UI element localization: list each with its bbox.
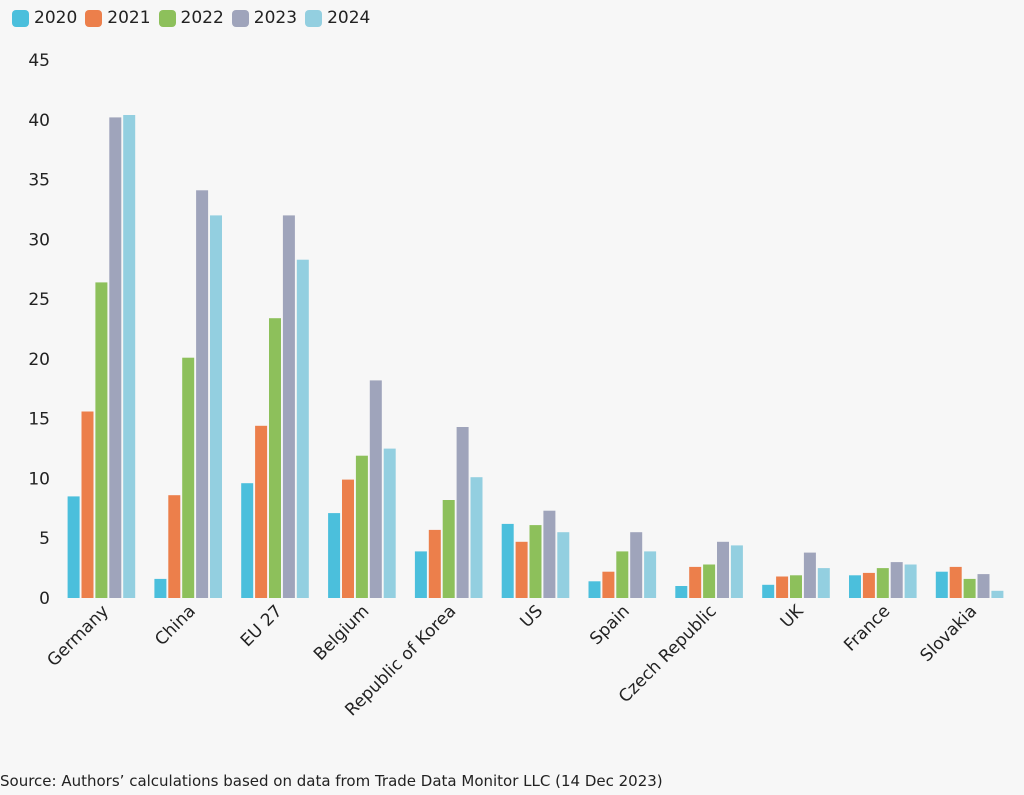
bar[interactable]: [588, 581, 601, 598]
y-tick-label: 45: [28, 51, 50, 71]
bar[interactable]: [717, 541, 729, 598]
bar[interactable]: [890, 562, 903, 598]
bar[interactable]: [730, 545, 743, 598]
legend-swatch: [305, 9, 323, 27]
bar[interactable]: [849, 575, 861, 598]
bar[interactable]: [977, 574, 990, 598]
bar[interactable]: [803, 552, 816, 598]
x-category-label: Spain: [586, 601, 634, 649]
legend-label: 2024: [327, 8, 371, 28]
legend-item[interactable]: 2022: [158, 8, 224, 28]
y-tick-label: 15: [28, 410, 50, 430]
x-category-label: France: [840, 601, 894, 655]
legend-label: 2021: [107, 8, 151, 28]
bar[interactable]: [123, 115, 136, 598]
legend-item[interactable]: 2023: [231, 8, 298, 28]
bar[interactable]: [355, 455, 368, 598]
y-tick-label: 25: [28, 290, 50, 310]
bar[interactable]: [369, 380, 382, 598]
legend-label: 2022: [180, 8, 224, 28]
bar[interactable]: [515, 541, 528, 598]
bar[interactable]: [543, 510, 556, 598]
bar[interactable]: [269, 318, 281, 598]
bar[interactable]: [182, 357, 195, 598]
x-category-label: UK: [777, 601, 808, 632]
bar[interactable]: [109, 117, 122, 599]
legend-label: 2023: [253, 8, 298, 28]
bar[interactable]: [501, 523, 514, 598]
legend: 2020 2021 2022 2023 2024: [12, 8, 378, 28]
bar[interactable]: [602, 571, 615, 598]
legend-swatch: [158, 9, 176, 27]
bar[interactable]: [817, 568, 830, 598]
bar[interactable]: [154, 578, 167, 598]
bar[interactable]: [991, 590, 1004, 598]
y-tick-label: 10: [28, 469, 50, 489]
bar[interactable]: [383, 448, 396, 598]
bar-chart: 0 5 10 15 20 25 30 35 40 45 Germany China EU 27 Belgi…: [28, 51, 1004, 720]
legend-item[interactable]: 2020: [12, 8, 77, 28]
x-category-label: Belgium: [310, 601, 373, 664]
y-tick-label: 5: [39, 529, 50, 549]
bar[interactable]: [904, 564, 917, 599]
bar[interactable]: [67, 496, 80, 598]
bar[interactable]: [776, 576, 789, 599]
y-tick-label: 40: [28, 111, 50, 131]
bar[interactable]: [675, 586, 688, 598]
bar[interactable]: [630, 532, 643, 598]
legend-swatch: [231, 9, 249, 27]
bar[interactable]: [255, 425, 268, 598]
bar[interactable]: [95, 282, 108, 598]
bar[interactable]: [862, 572, 875, 598]
bar[interactable]: [762, 584, 775, 598]
y-tick-label: 20: [28, 350, 50, 370]
bar[interactable]: [442, 500, 455, 598]
bar[interactable]: [529, 525, 542, 598]
legend-swatch: [85, 9, 103, 27]
x-category-label: EU 27: [237, 601, 287, 651]
x-category-label: Slovakia: [917, 601, 982, 666]
bar[interactable]: [949, 566, 962, 598]
bar[interactable]: [296, 259, 309, 598]
source-note: Source: Authors’ calculations based on d…: [0, 772, 663, 790]
bar[interactable]: [557, 532, 570, 598]
x-category-label: Germany: [44, 601, 113, 670]
legend-label: 2020: [34, 8, 78, 28]
bar[interactable]: [689, 566, 702, 598]
bar[interactable]: [644, 551, 657, 598]
bar[interactable]: [168, 495, 181, 598]
bar[interactable]: [210, 215, 222, 598]
x-category-label: China: [151, 601, 199, 649]
x-category-label: US: [516, 601, 547, 632]
bar[interactable]: [342, 479, 354, 598]
bar[interactable]: [282, 215, 295, 598]
bar[interactable]: [470, 477, 483, 598]
legend-swatch: [12, 9, 29, 27]
bar[interactable]: [790, 575, 802, 598]
y-tick-label: 0: [39, 589, 50, 609]
bar[interactable]: [241, 483, 254, 598]
y-tick-label: 30: [28, 230, 50, 250]
legend-item[interactable]: 2024: [305, 8, 370, 28]
y-tick-label: 35: [28, 171, 50, 191]
bar[interactable]: [81, 411, 94, 599]
bar[interactable]: [328, 513, 341, 598]
bar[interactable]: [963, 578, 976, 598]
legend-item[interactable]: 2021: [85, 8, 151, 28]
bar[interactable]: [616, 551, 629, 598]
bar[interactable]: [414, 551, 427, 598]
bar[interactable]: [456, 427, 469, 598]
bar[interactable]: [428, 529, 441, 598]
bar[interactable]: [876, 568, 889, 598]
bar[interactable]: [196, 190, 209, 599]
bar[interactable]: [703, 564, 716, 599]
bar[interactable]: [935, 571, 948, 598]
